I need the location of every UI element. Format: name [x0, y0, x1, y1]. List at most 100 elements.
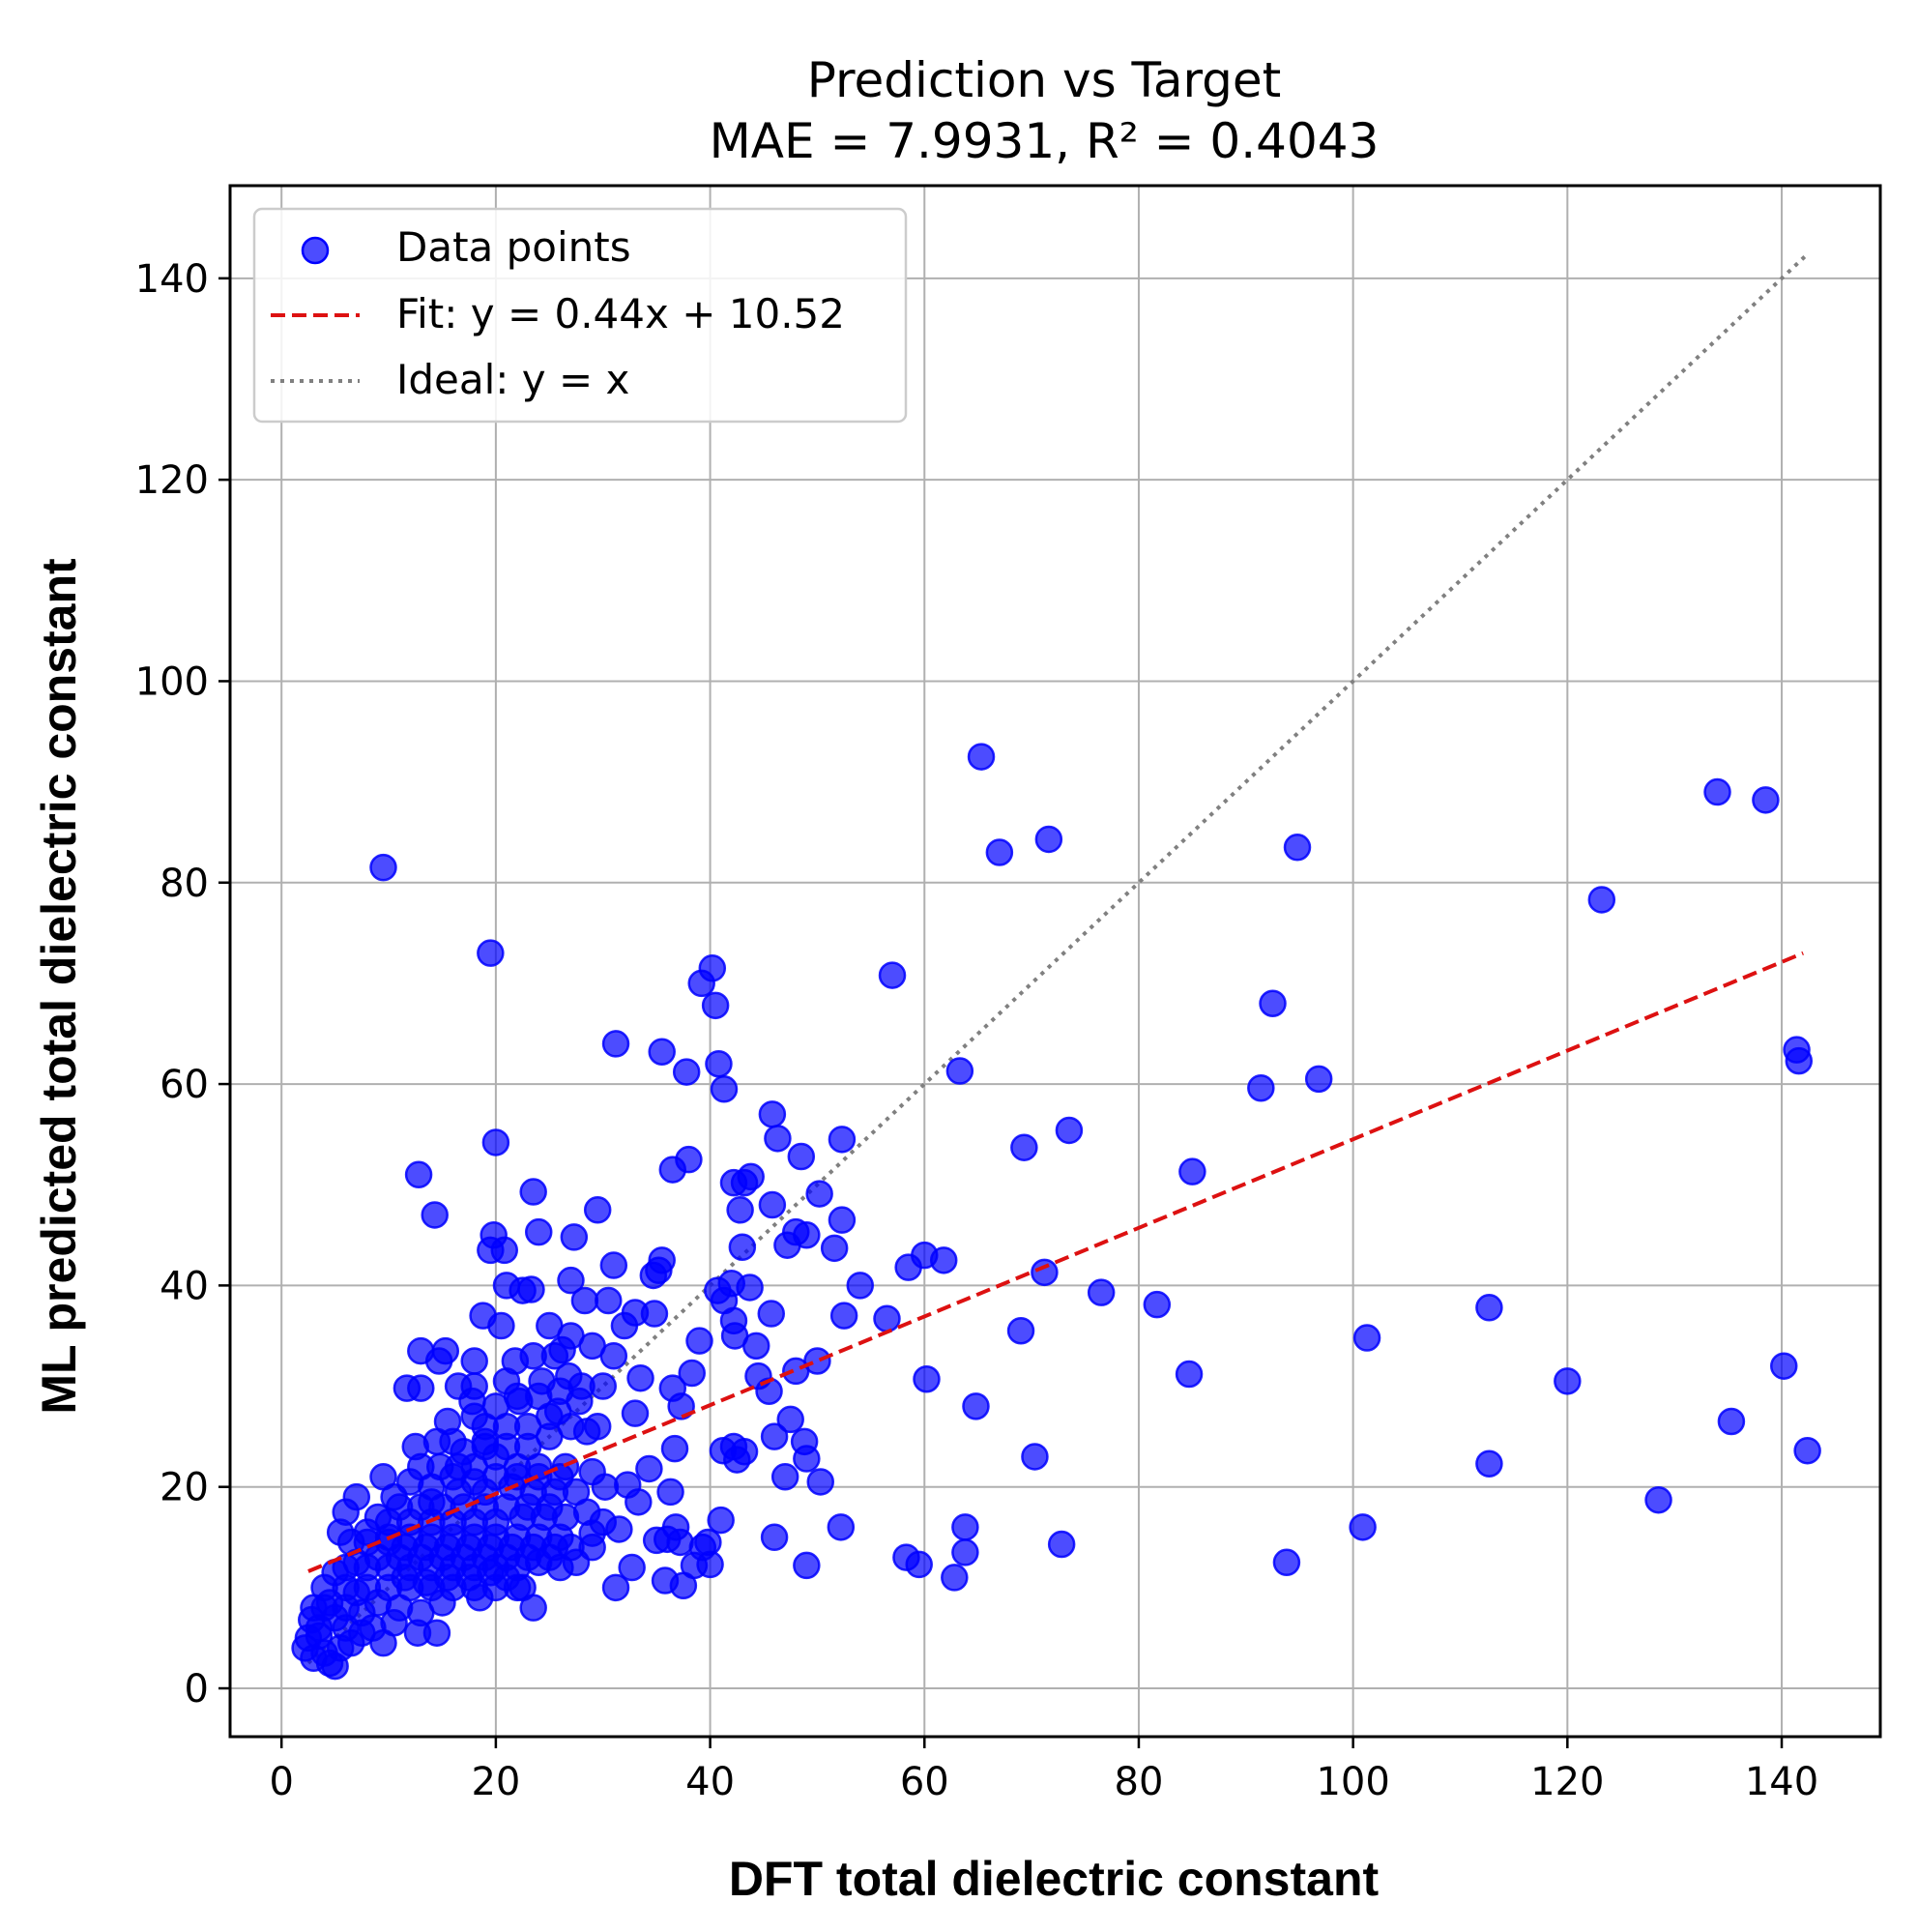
data-point	[1554, 1367, 1582, 1395]
data-point	[621, 1399, 650, 1427]
x-tick-label: 40	[685, 1760, 735, 1804]
data-point	[929, 1246, 958, 1274]
data-point	[1021, 1443, 1049, 1471]
x-tick-label: 100	[1316, 1760, 1389, 1804]
grid-lines	[230, 186, 1880, 1737]
data-point	[710, 1075, 739, 1103]
data-point	[460, 1347, 488, 1375]
x-tick-label: 120	[1530, 1760, 1604, 1804]
data-point	[648, 1038, 676, 1066]
data-point	[595, 1286, 623, 1315]
data-point	[626, 1363, 654, 1392]
data-point	[546, 1523, 574, 1552]
data-point	[424, 1347, 453, 1375]
plot-frame	[228, 184, 1882, 1739]
data-point	[1793, 1436, 1821, 1465]
legend-label-data-points: Data points	[396, 223, 631, 271]
data-point	[793, 1445, 821, 1473]
data-point	[698, 954, 727, 982]
y-axis-label: ML predicted total dielectric constant	[32, 558, 86, 1415]
data-point	[701, 991, 730, 1020]
data-point	[764, 1125, 792, 1153]
data-point	[805, 1180, 833, 1208]
data-point	[601, 1030, 630, 1058]
data-point	[642, 1526, 671, 1555]
data-point	[1175, 1360, 1204, 1389]
data-point	[913, 1364, 941, 1393]
data-point	[460, 1372, 488, 1400]
data-point	[985, 838, 1014, 866]
data-point	[829, 1302, 858, 1330]
data-point	[776, 1405, 804, 1434]
data-point	[601, 1573, 630, 1602]
data-point	[873, 1304, 901, 1333]
data-point	[610, 1311, 639, 1340]
data-point	[1143, 1290, 1172, 1319]
data-point	[878, 961, 907, 989]
data-point	[471, 1412, 500, 1441]
data-point	[618, 1553, 646, 1582]
data-point	[1475, 1449, 1503, 1478]
data-point	[661, 1513, 690, 1541]
data-point	[827, 1513, 856, 1541]
y-tick-label: 0	[185, 1667, 209, 1712]
data-point	[1006, 1317, 1035, 1345]
data-point	[705, 1049, 733, 1078]
data-point	[1047, 1530, 1076, 1559]
data-point	[951, 1513, 979, 1541]
data-point	[656, 1478, 684, 1507]
data-point	[685, 1327, 713, 1355]
data-point	[951, 1538, 979, 1566]
data-point	[757, 1300, 786, 1328]
y-tick-label: 100	[135, 659, 209, 704]
data-point	[945, 1057, 974, 1085]
data-point	[782, 1357, 810, 1386]
data-point	[1769, 1352, 1798, 1380]
data-point	[583, 1196, 612, 1224]
x-tick-label: 0	[269, 1760, 293, 1804]
chart-subtitle: MAE = 7.9931, R² = 0.4043	[710, 113, 1380, 169]
data-point	[1785, 1046, 1814, 1075]
data-point	[675, 1145, 703, 1174]
data-point	[640, 1300, 669, 1328]
data-point	[1034, 825, 1063, 854]
data-point	[517, 1275, 545, 1303]
data-point	[589, 1372, 617, 1400]
x-tick-label: 140	[1745, 1760, 1818, 1804]
data-point	[599, 1251, 628, 1279]
data-point	[770, 1463, 799, 1491]
data-point	[635, 1454, 663, 1483]
data-point	[741, 1332, 770, 1361]
data-point	[570, 1286, 599, 1315]
data-point	[694, 1528, 722, 1557]
data-point	[760, 1523, 789, 1552]
legend: Data points Fit: y = 0.44x + 10.52 Ideal…	[252, 207, 908, 424]
data-point	[1717, 1407, 1746, 1436]
data-point	[726, 1196, 754, 1224]
x-tick-label: 60	[900, 1760, 949, 1804]
data-point	[492, 1367, 521, 1395]
data-point	[404, 1160, 433, 1189]
data-point	[672, 1058, 701, 1086]
data-point	[905, 1550, 933, 1579]
data-point	[1272, 1548, 1301, 1577]
y-tick-label: 40	[160, 1264, 209, 1308]
data-point	[1644, 1485, 1672, 1514]
data-point	[513, 1432, 542, 1461]
data-point	[820, 1234, 849, 1263]
data-point	[1352, 1324, 1381, 1352]
data-point	[1178, 1157, 1206, 1186]
data-point	[728, 1233, 757, 1262]
x-axis-label: DFT total dielectric constant	[729, 1852, 1380, 1906]
data-point	[1031, 1258, 1059, 1287]
data-point	[967, 743, 996, 771]
data-point	[536, 1493, 564, 1521]
data-point	[758, 1100, 787, 1128]
data-point	[1259, 989, 1287, 1017]
y-tick-label: 20	[160, 1466, 209, 1510]
x-axis-ticks: 0 20 40 60 80 100 120 140	[269, 1737, 1818, 1804]
x-tick-label: 20	[471, 1760, 520, 1804]
data-point	[660, 1434, 689, 1463]
data-point	[1087, 1278, 1116, 1306]
